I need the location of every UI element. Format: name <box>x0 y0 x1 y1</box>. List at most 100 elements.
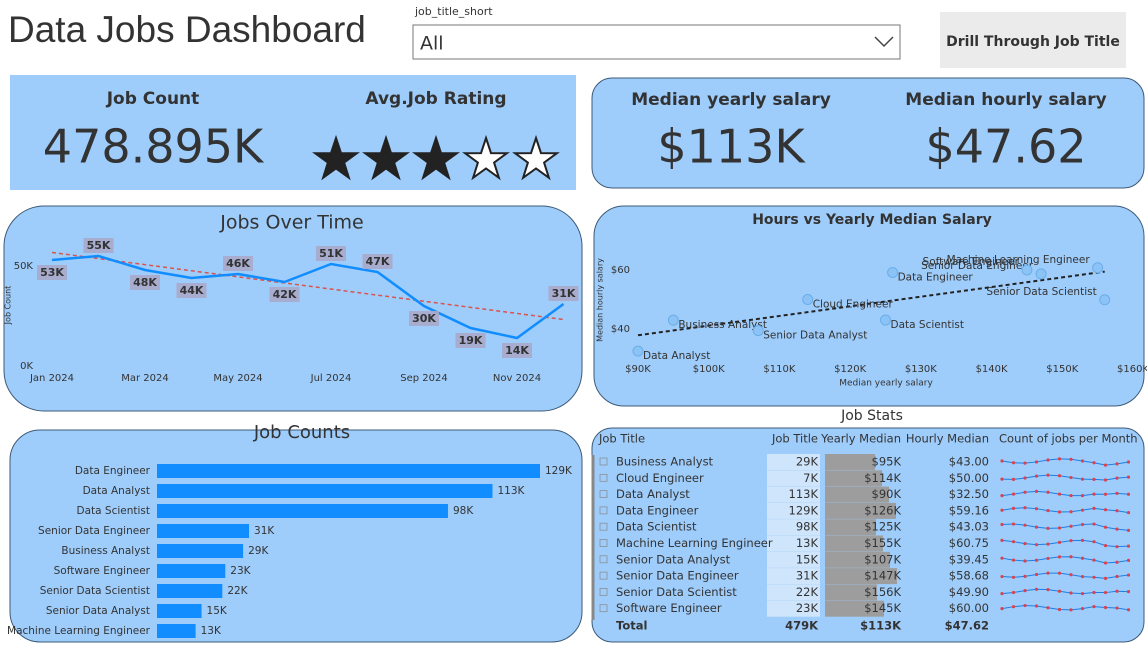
expand-icon <box>599 522 608 531</box>
bar <box>157 484 493 498</box>
sparkline-dot <box>1126 528 1131 532</box>
data-label: 55K <box>87 239 111 252</box>
point <box>667 314 679 326</box>
sparkline-dot <box>1011 492 1016 496</box>
cell: $32.50 <box>949 487 989 501</box>
count-cell-bg <box>767 584 820 601</box>
table-header: Job Title <box>598 432 645 446</box>
count-cell-bg <box>767 551 820 568</box>
bar <box>157 564 226 578</box>
sparkline-dot <box>1080 538 1085 543</box>
point-label: Senior Data Engineer <box>921 260 1034 272</box>
data-label-bg <box>362 254 393 269</box>
filter-value[interactable]: All <box>420 33 444 55</box>
sparkline-dot <box>1103 561 1108 565</box>
dropdown-chevron[interactable] <box>874 36 894 48</box>
sparkline-dot <box>1103 525 1108 529</box>
sparkline-dot <box>1092 477 1096 481</box>
sparkline <box>1001 539 1129 548</box>
cell: $58.68 <box>949 569 989 583</box>
sparkline-dot <box>1069 555 1073 559</box>
y-tick-label: Senior Data Engineer <box>38 525 151 537</box>
median-cell-bg <box>825 486 889 503</box>
total-cell: Total <box>616 619 647 633</box>
row-name: Senior Data Analyst <box>616 552 731 566</box>
sparkline-dot <box>1023 461 1027 465</box>
median-cell-bg <box>825 600 884 617</box>
sparkline-dot <box>1092 605 1096 609</box>
y-tick-label: Senior Data Scientist <box>40 585 150 597</box>
sparkline-dot <box>1011 477 1016 481</box>
sparkline-dot <box>1046 490 1050 494</box>
sparkline-dot <box>1092 575 1096 579</box>
sparkline-dot <box>1115 491 1119 496</box>
sparkline-dot <box>1046 587 1050 592</box>
cell: $126K <box>864 503 901 517</box>
sparkline-dot <box>1011 590 1016 595</box>
row-name: Software Engineer <box>616 601 722 615</box>
rating-star <box>412 134 460 181</box>
sparkline-dot <box>1057 492 1062 496</box>
data-label: 19K <box>459 334 483 347</box>
sparkline-dot <box>1046 606 1050 610</box>
sparkline-dot <box>1126 511 1131 515</box>
expand-icon <box>599 555 608 564</box>
sparkline-dot <box>1069 539 1073 543</box>
sparkline-dot <box>1046 556 1050 561</box>
data-label: 14K <box>505 344 529 357</box>
table-header: Count of jobs per Month <box>999 432 1138 446</box>
total-cell: $113K <box>860 619 902 633</box>
sparkline-dot <box>1034 507 1039 511</box>
sparkline <box>1001 605 1129 611</box>
expand-icon <box>599 473 608 482</box>
drill-button-label[interactable]: Drill Through Job Title <box>946 34 1120 50</box>
sparkline-dot <box>1103 508 1108 512</box>
sparkline-dot <box>1115 574 1119 579</box>
y-tick-label: Data Analyst <box>83 485 150 497</box>
sparkline-dot <box>1103 605 1108 610</box>
sparkline-dot <box>1034 525 1039 529</box>
sparkline <box>1001 474 1129 481</box>
bar <box>157 504 448 518</box>
point-label: Senior Data Analyst <box>763 330 867 342</box>
data-label-bg <box>316 246 346 261</box>
data-label: 31K <box>552 287 576 300</box>
row-name: Cloud Engineer <box>616 471 704 485</box>
table-header: Yearly Median <box>820 432 901 446</box>
sparkline-dot <box>1000 459 1004 463</box>
bar <box>157 604 202 618</box>
cell: 22K <box>796 585 819 599</box>
cell: 129K <box>789 503 819 517</box>
point <box>1021 264 1033 276</box>
x-tick-label: Mar 2024 <box>121 373 169 384</box>
sparkline-dot <box>1000 591 1004 596</box>
sparkline-dot <box>1057 571 1062 575</box>
sparkline-dot <box>1126 544 1131 548</box>
expand-icon <box>599 571 608 580</box>
sparkline-dot <box>1046 458 1050 462</box>
count-cell-bg <box>767 568 820 585</box>
sparkline-dot <box>1023 559 1027 563</box>
sparkline-dot <box>1000 477 1004 481</box>
row-name: Machine Learning Engineer <box>616 536 773 550</box>
sparkline-dot <box>1103 492 1108 496</box>
sparkline-dot <box>1069 608 1073 612</box>
drill-button[interactable] <box>940 12 1126 68</box>
sparkline-dot <box>1080 574 1085 579</box>
filter-dropdown[interactable] <box>412 24 901 60</box>
sparkline-dot <box>1011 605 1016 609</box>
median-cell-bg <box>825 535 883 552</box>
sparkline-dot <box>1000 607 1004 611</box>
sparkline <box>1001 507 1129 514</box>
sparkline-dot <box>1115 606 1119 610</box>
sparkline-dot <box>1034 474 1039 478</box>
sparkline-dot <box>1080 477 1085 481</box>
rating-star <box>462 134 510 181</box>
point-label: Cloud Engineer <box>813 299 894 311</box>
sparkline-dot <box>1069 524 1073 528</box>
total-cell: 479K <box>785 619 819 633</box>
point-label: Data Engineer <box>898 271 974 283</box>
kpi-label: Median hourly salary <box>905 90 1106 110</box>
sparkline-dot <box>1023 574 1027 578</box>
bar <box>157 524 250 538</box>
